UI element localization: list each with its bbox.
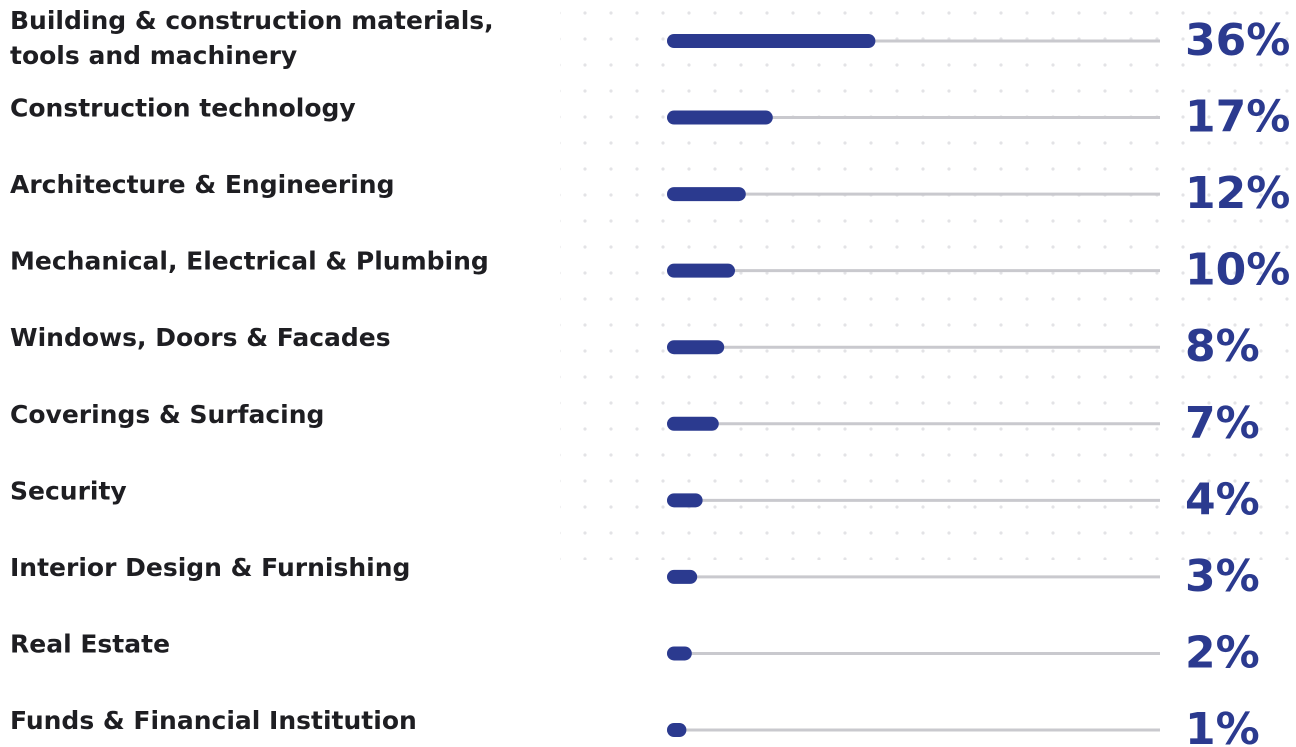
category-label: Funds & Financial Institution — [10, 706, 417, 735]
value-label: 36% — [1185, 15, 1290, 66]
value-label: 12% — [1185, 168, 1290, 219]
category-label: Building & construction materials, tools … — [10, 6, 494, 70]
value-label: 4% — [1185, 474, 1260, 525]
category-label: Windows, Doors & Facades — [10, 323, 391, 352]
value-label: 8% — [1185, 321, 1260, 372]
category-label: Security — [10, 476, 127, 505]
category-label: Real Estate — [10, 629, 170, 658]
dot-background — [560, 0, 1296, 560]
value-label: 3% — [1185, 551, 1260, 602]
category-label: Mechanical, Electrical & Plumbing — [10, 247, 489, 276]
value-label: 7% — [1185, 398, 1260, 449]
category-label: Architecture & Engineering — [10, 170, 394, 199]
value-label: 17% — [1185, 92, 1290, 143]
value-label: 1% — [1185, 704, 1260, 747]
category-label: Construction technology — [10, 94, 356, 123]
category-label: Coverings & Surfacing — [10, 400, 324, 429]
value-label: 10% — [1185, 245, 1290, 296]
value-label: 2% — [1185, 627, 1260, 678]
category-label: Interior Design & Furnishing — [10, 553, 410, 582]
